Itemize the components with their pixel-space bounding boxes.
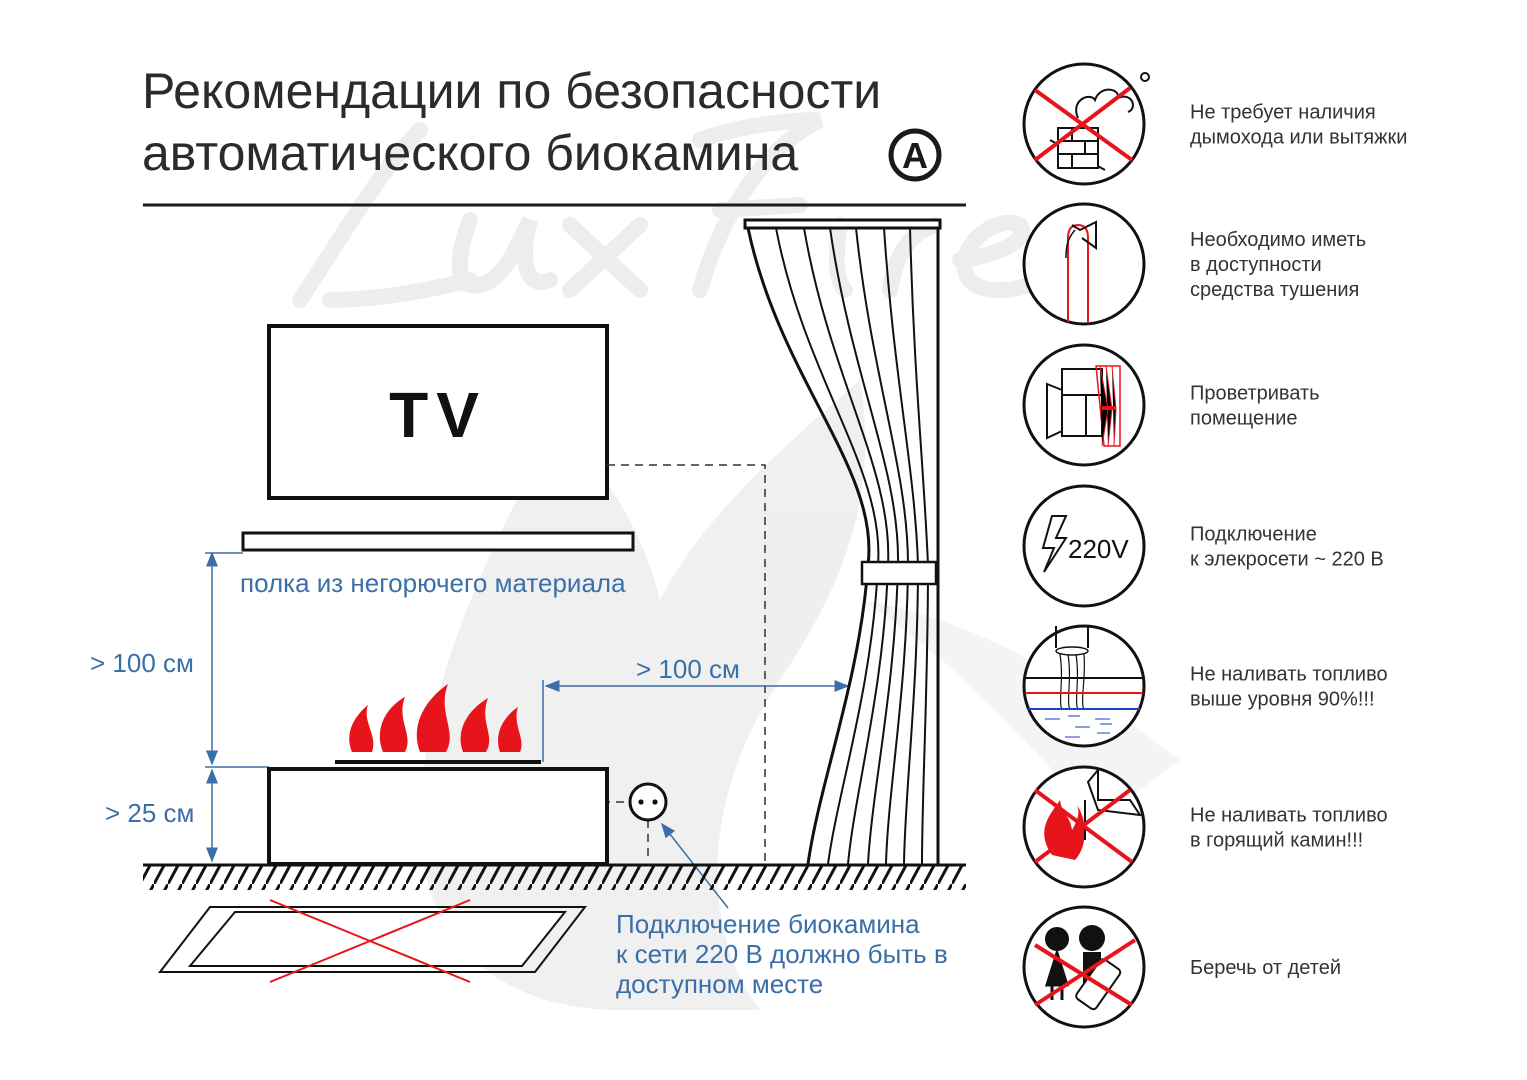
- voltage-label: 220V: [1068, 534, 1129, 564]
- svg-text:> 100 см: > 100 см: [636, 654, 740, 684]
- guide-lines: [446, 464, 766, 862]
- badge-a-icon: A: [888, 128, 942, 182]
- fuel-level-icon: [1022, 624, 1146, 748]
- svg-text:> 25 см: > 25 см: [105, 798, 194, 828]
- socket-icon: [628, 782, 668, 822]
- socket-note: Подключение биокамина к сети 220 В должн…: [616, 909, 948, 999]
- rule-caption: Не наливать топливо: [1190, 664, 1388, 686]
- tv: TV: [267, 324, 609, 500]
- rule-caption: Не наливать топливо: [1190, 805, 1388, 827]
- rule-caption: Необходимо иметь: [1190, 229, 1366, 251]
- svg-text:к сети 220 В должно быть в: к сети 220 В должно быть в: [616, 939, 948, 969]
- rule-item: Не наливать топливо выше уровня 90%!!!: [1022, 624, 1388, 748]
- open-window-icon: [1022, 343, 1146, 467]
- rug-prohibited-icon: [157, 899, 588, 983]
- shelf: [241, 531, 635, 552]
- no-refuel-burning-icon: [1022, 765, 1146, 889]
- rule-caption: средства тушения: [1190, 279, 1359, 301]
- svg-text:> 100 см: > 100 см: [90, 648, 194, 678]
- rule-caption: Проветривать: [1190, 383, 1320, 405]
- rule-item: Не наливать топливо в горящий камин!!!: [1022, 765, 1388, 889]
- dimension-curtain-distance: > 100 см: [542, 654, 850, 762]
- floor: [143, 863, 966, 890]
- rule-caption: Подключение: [1190, 524, 1317, 546]
- rule-item: Не требует наличия дымохода или вытяжки: [1022, 62, 1407, 186]
- curtain-tieback: [860, 560, 938, 586]
- rule-caption: Беречь от детей: [1190, 957, 1341, 979]
- title-line-2: автоматического биокамина: [142, 125, 798, 181]
- electricity-220v-icon: 220V: [1022, 484, 1146, 608]
- rule-caption: к элекросети ~ 220 В: [1190, 549, 1384, 571]
- curtain: [743, 218, 942, 865]
- biofireplace: [267, 684, 609, 866]
- rule-item: Беречь от детей: [1022, 905, 1341, 1029]
- svg-text:A: A: [902, 135, 928, 176]
- shelf-label: полка из негорючего материала: [240, 568, 626, 598]
- title-line-1: Рекомендации по безопасности: [142, 63, 881, 119]
- flame-icon: [349, 684, 522, 752]
- no-chimney-icon: [1022, 62, 1150, 186]
- rule-caption: помещение: [1190, 408, 1298, 430]
- svg-text:доступном месте: доступном месте: [616, 969, 823, 999]
- rule-caption: в доступности: [1190, 254, 1322, 276]
- dimension-shelf-height: > 100 см: [90, 551, 269, 768]
- rule-caption: Не требует наличия: [1190, 102, 1376, 124]
- svg-text:TV: TV: [389, 379, 487, 451]
- rule-item: Необходимо иметь в доступности средства ту…: [1022, 202, 1366, 326]
- rule-caption: дымохода или вытяжки: [1190, 127, 1407, 149]
- svg-text:Подключение биокамина: Подключение биокамина: [616, 909, 920, 939]
- keep-from-children-icon: [1022, 905, 1146, 1029]
- dimension-base-height: > 25 см: [105, 768, 218, 863]
- rule-item: 220V Подключение к элекросети ~ 220 В: [1022, 484, 1384, 608]
- rule-caption: выше уровня 90%!!!: [1190, 689, 1375, 711]
- fire-extinguisher-icon: [1022, 202, 1146, 326]
- rule-caption: в горящий камин!!!: [1190, 830, 1363, 852]
- rule-item: Проветривать помещение: [1022, 343, 1320, 467]
